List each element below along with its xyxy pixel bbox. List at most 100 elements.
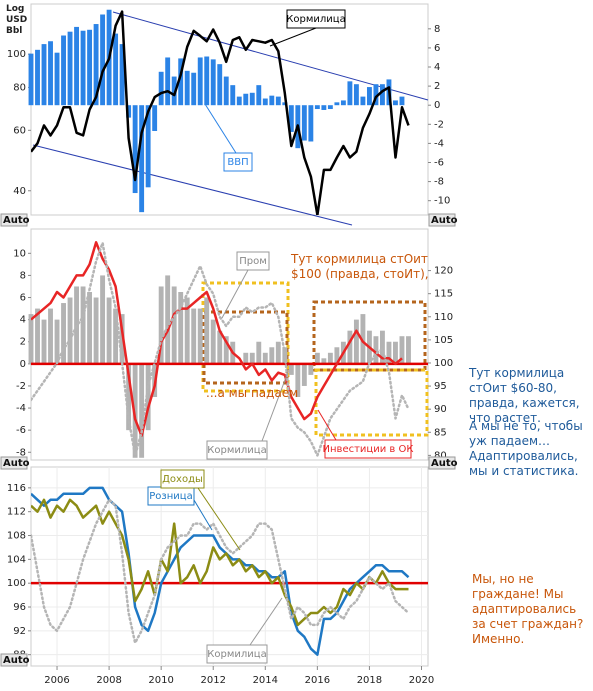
bar [380,330,385,364]
bar [184,70,190,106]
bar [347,330,353,364]
y2-tick-label: 8 [434,24,440,35]
y-tick-label: 80 [13,82,26,93]
bar [80,286,86,364]
bar [256,341,262,364]
bar [93,24,99,106]
y-tick-label: 92 [13,626,26,637]
y2-tick-label: -10 [434,196,450,207]
y-tick-label: -2 [16,381,26,392]
bar [223,76,229,106]
callout-leader [204,103,237,154]
bar [41,319,47,364]
bar [393,100,398,106]
corner-label-box [0,213,28,227]
bar [321,358,327,364]
y2-tick-label: 0 [434,100,440,111]
bar [353,319,359,364]
corner-label: Auto [431,215,458,226]
bar [301,363,307,386]
y-tick-label: 0 [20,359,26,370]
y2-tick-label: 105 [434,335,453,346]
line [31,498,410,645]
x-tick-label: 2012 [201,675,226,686]
bar [191,72,197,106]
bar [80,30,86,106]
y2-tick-label: -8 [434,177,444,188]
bar [204,56,210,106]
legend-label: Кормилица [286,14,345,25]
bar [61,303,66,364]
bar [360,314,366,364]
bar [158,286,164,364]
y-tick-label: 40 [13,186,26,197]
bar [100,275,106,364]
y2-tick-label: 90 [434,404,447,415]
bar [74,26,79,106]
corner-label-box [0,456,28,470]
side-note: Тут кормилица стОит $60-80, правда, каже… [469,366,580,425]
y-tick-label: 104 [7,554,26,565]
annotation: Тут кормилица стОит $100 (правда, стоИт)… [291,252,429,281]
bar [256,85,262,106]
bar [100,14,106,106]
y-tick-label: 96 [13,602,26,613]
bar [249,352,255,364]
legend-box [206,644,268,664]
bar [171,76,177,106]
corner-label: Auto [3,458,30,469]
x-tick-label: 2016 [305,675,330,686]
bar [340,100,346,106]
bar [301,105,307,141]
bar [158,71,164,106]
y2-tick-label: 85 [434,427,447,438]
highlight-box [312,300,427,372]
y-tick-label: 100 [7,49,26,60]
bar [93,297,99,364]
legend-box [160,469,205,489]
bar [406,336,411,364]
highlight-box [314,368,429,437]
bar [35,49,40,106]
bar [132,105,138,194]
legend-label: Пром [239,256,267,267]
bar [321,105,327,110]
bar [184,297,190,364]
bar [152,105,158,131]
callout-leader [221,269,249,319]
bar [360,96,366,106]
bar [106,297,112,364]
bar [87,292,93,364]
y2-tick-label: 4 [434,62,440,73]
bar [288,363,294,375]
bar [67,31,73,106]
bar [48,308,53,364]
trend-line [32,144,353,226]
bar [171,286,177,364]
x-tick-label: 2014 [253,675,278,686]
line [31,498,409,627]
bar [61,35,66,106]
bar [262,98,268,106]
bar [210,319,216,364]
bar [282,102,288,106]
bar [87,29,93,106]
legend-label: Розница [149,491,192,502]
bar [269,95,275,106]
bar [262,352,268,364]
line [31,241,410,457]
bar [393,341,398,364]
bar [54,52,60,106]
legend-label: Доходы [162,474,203,485]
legend-box [236,251,270,271]
bar [353,84,359,106]
y-tick-label: -6 [16,425,26,436]
panel-frame [30,466,429,667]
y-tick-label: 2 [20,337,26,348]
y-tick-label: 6 [20,293,26,304]
bar [217,330,223,364]
corner-label: Auto [3,215,30,226]
y2-tick-label: 95 [434,381,447,392]
bar [41,44,47,106]
bar [165,275,171,364]
